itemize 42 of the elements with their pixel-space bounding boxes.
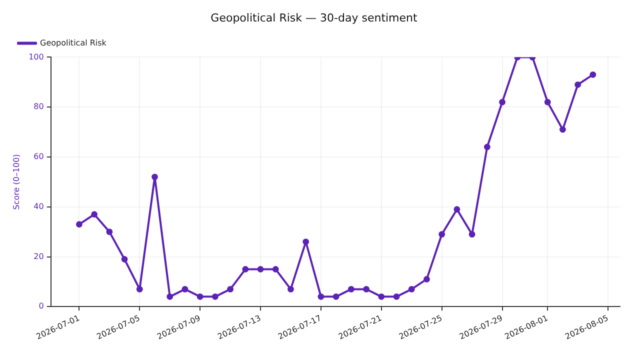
point [544, 98, 551, 106]
point [484, 144, 490, 150]
point [227, 286, 234, 292]
point [468, 231, 476, 238]
point [424, 276, 430, 282]
point [318, 293, 324, 300]
y-tick-label: 100 [28, 52, 44, 62]
point [438, 231, 446, 238]
point [257, 266, 264, 272]
point [332, 293, 340, 300]
y-axis-title: Score (0–100) [12, 154, 21, 210]
point [393, 293, 400, 300]
y-tick-label: 80 [34, 102, 44, 112]
legend-label: Geopolitical Risk [40, 38, 107, 48]
y-tick-label: 40 [34, 202, 44, 211]
point [196, 293, 204, 300]
y-tick-label: 60 [34, 152, 44, 162]
point [166, 293, 174, 300]
chart-title: Geopolitical Risk — 30-day sentiment [210, 11, 418, 24]
point [348, 286, 354, 292]
point [121, 256, 128, 262]
point [288, 286, 294, 292]
y-tick-label: 0 [38, 302, 44, 311]
point [574, 81, 582, 88]
point [560, 126, 566, 133]
point [152, 174, 158, 180]
y-tick-label: 20 [34, 252, 44, 261]
point [272, 266, 279, 272]
point [499, 98, 506, 106]
point [182, 286, 188, 292]
point [106, 228, 113, 236]
point [363, 286, 370, 292]
point [76, 221, 82, 228]
point [302, 238, 310, 245]
point [212, 293, 218, 300]
point [91, 211, 98, 218]
point [408, 286, 415, 292]
point [590, 71, 596, 78]
point [454, 206, 460, 213]
point [136, 286, 143, 292]
point [242, 266, 249, 272]
point [378, 293, 385, 300]
